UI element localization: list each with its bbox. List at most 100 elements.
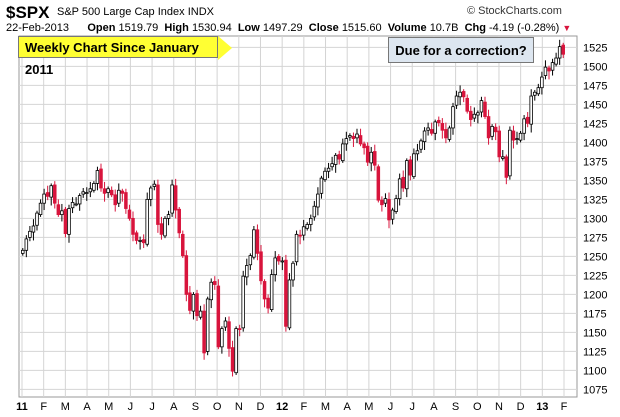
candle-body xyxy=(309,217,313,225)
candle-body xyxy=(479,100,484,113)
y-tick-label: 1500 xyxy=(583,61,607,73)
candle-body xyxy=(518,132,523,141)
candle-body xyxy=(408,159,413,176)
x-tick-label: D xyxy=(257,401,265,413)
candle-body xyxy=(501,156,505,159)
x-tick-label: A xyxy=(344,401,352,413)
x-tick-label: J xyxy=(388,401,394,413)
x-tick-label: M xyxy=(104,401,113,413)
y-tick-label: 1375 xyxy=(583,156,607,168)
correction-note: Due for a correction? xyxy=(388,37,534,63)
candle-body xyxy=(412,153,416,178)
chart-title: Weekly Chart Since January 2011 xyxy=(18,36,218,77)
y-tick-label: 1100 xyxy=(583,365,607,377)
candle-body xyxy=(205,298,210,352)
candle-body xyxy=(38,202,43,215)
y-tick-label: 1450 xyxy=(583,99,607,111)
candle-body xyxy=(419,140,423,150)
x-tick-label: N xyxy=(235,401,243,413)
candle-body xyxy=(28,230,32,238)
y-tick-label: 1475 xyxy=(583,80,607,92)
title-arrow-icon xyxy=(218,36,232,60)
index-name: S&P 500 Large Cap Index INDX xyxy=(57,6,214,18)
candle-body xyxy=(536,87,541,95)
down-arrow-icon: ▼ xyxy=(562,23,572,33)
x-tick-label: N xyxy=(495,401,503,413)
candle-body xyxy=(269,274,274,311)
candle-body xyxy=(266,297,270,309)
candle-body xyxy=(291,262,295,281)
low-label: Low xyxy=(237,22,260,34)
candle-body xyxy=(170,184,174,214)
candle-body xyxy=(99,168,103,189)
candle-body xyxy=(245,265,249,278)
candle-body xyxy=(106,188,110,193)
candle-body xyxy=(333,154,338,165)
x-tick-label: 11 xyxy=(16,401,28,413)
candle-body xyxy=(497,130,501,158)
candle-body xyxy=(376,166,381,201)
x-tick-label: A xyxy=(170,401,178,413)
candle-body xyxy=(557,46,562,59)
candle-body xyxy=(341,143,345,162)
candle-body xyxy=(234,328,238,374)
candle-body xyxy=(163,217,167,237)
candle-body xyxy=(49,185,53,198)
candle-body xyxy=(237,328,242,331)
candle-body xyxy=(429,129,434,134)
candle-body xyxy=(63,208,68,234)
candle-body xyxy=(387,198,391,221)
y-tick-label: 1325 xyxy=(583,194,607,206)
x-tick-label: J xyxy=(409,401,415,413)
candle-body xyxy=(444,129,448,139)
x-tick-label: D xyxy=(517,401,525,413)
x-tick-label: 12 xyxy=(276,401,288,413)
x-tick-label: F xyxy=(40,401,47,413)
candle-body xyxy=(255,229,260,254)
candle-body xyxy=(109,189,114,196)
source-credit: © StockCharts.com xyxy=(467,5,562,17)
candle-body xyxy=(316,193,320,208)
candle-body xyxy=(426,127,430,131)
candle-body xyxy=(362,143,366,149)
x-tick-label: 13 xyxy=(536,401,548,413)
y-tick-label: 1175 xyxy=(583,308,607,320)
candle-body xyxy=(547,67,551,72)
candle-body xyxy=(515,138,519,141)
candle-body xyxy=(326,167,331,172)
candle-body xyxy=(301,226,306,236)
candle-body xyxy=(156,184,160,225)
candle-body xyxy=(358,135,363,145)
candle-body xyxy=(166,214,171,219)
candle-body xyxy=(550,62,555,71)
candle-body xyxy=(461,91,466,98)
chg-label: Chg xyxy=(464,22,486,34)
candle-body xyxy=(85,192,89,194)
y-tick-label: 1150 xyxy=(583,327,607,339)
candle-body xyxy=(486,116,491,139)
candle-body xyxy=(74,203,78,206)
candle-body xyxy=(433,121,437,134)
candle-body xyxy=(248,255,253,266)
candle-body xyxy=(451,106,455,129)
candle-body xyxy=(319,177,324,194)
candle-body xyxy=(401,176,405,189)
candle-body xyxy=(273,257,277,276)
candle-body xyxy=(472,113,477,119)
x-tick-label: A xyxy=(430,401,438,413)
candle-body xyxy=(117,189,121,204)
candle-body xyxy=(277,255,281,262)
candle-body xyxy=(177,208,181,234)
high-label: High xyxy=(164,22,189,34)
candle-body xyxy=(305,224,309,229)
quote-date: 22-Feb-2013 xyxy=(6,22,69,34)
y-tick-label: 1300 xyxy=(583,213,607,225)
candle-body xyxy=(284,259,288,327)
open-label: Open xyxy=(87,22,116,34)
candle-body xyxy=(42,193,46,204)
candle-body xyxy=(447,127,452,140)
candle-body xyxy=(88,188,93,193)
exchange-code: INDX xyxy=(187,6,214,18)
y-tick-label: 1425 xyxy=(583,118,607,130)
candle-body xyxy=(134,232,139,241)
